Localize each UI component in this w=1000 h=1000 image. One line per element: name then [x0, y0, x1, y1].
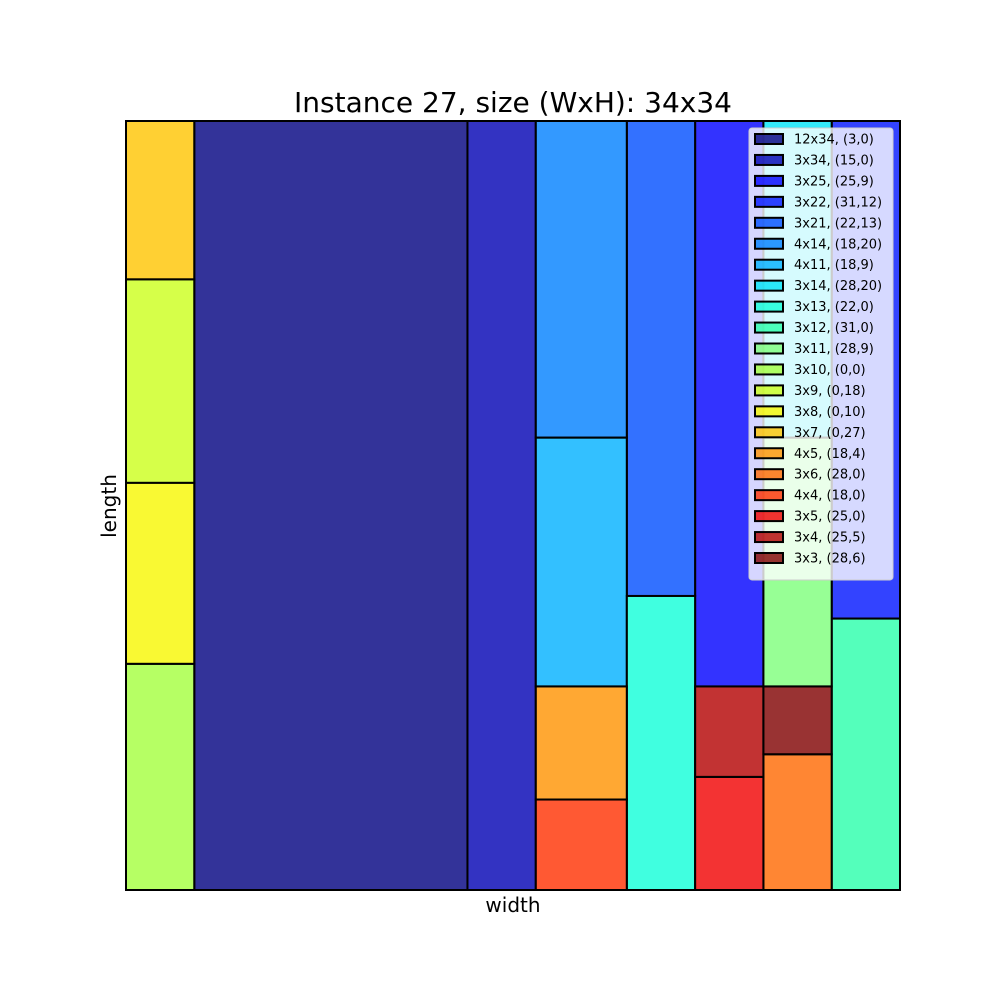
rect-3x3-28-6: [762, 685, 833, 756]
legend-swatch-3x9-0-18: [754, 384, 784, 397]
legend-swatch-3x3-28-6: [754, 552, 784, 564]
rect-3x10-0-0: [125, 662, 196, 892]
rect-12x34-3-0: [193, 120, 469, 891]
legend-label-3x10-0-0: 3x10, (0,0): [794, 363, 866, 378]
legend-swatch-3x4-25-5: [754, 531, 784, 544]
rect-3x8-0-10: [125, 481, 196, 665]
legend-label-3x12-31-0: 3x12, (31,0): [794, 321, 874, 336]
legend-box: [748, 127, 894, 581]
legend-swatch-3x6-28-0: [754, 468, 784, 481]
legend-label-3x14-28-20: 3x14, (28,20): [794, 279, 882, 294]
legend-swatch-3x34-15-0: [754, 153, 784, 166]
legend-label-3x11-28-9: 3x11, (28,9): [794, 342, 874, 357]
rect-4x4-18-0: [534, 798, 628, 892]
legend-swatch-3x8-0-10: [754, 405, 784, 418]
legend-label-3x8-0-10: 3x8, (0,10): [794, 405, 866, 420]
legend-swatch-12x34-3-0: [754, 133, 784, 145]
legend-swatch-4x11-18-9: [754, 258, 784, 271]
legend-label-3x7-0-27: 3x7, (0,27): [794, 426, 866, 441]
legend-swatch-4x5-18-4: [754, 447, 784, 460]
legend-swatch-4x4-18-0: [754, 489, 784, 502]
chart-title: Instance 27, size (WxH): 34x34: [294, 86, 732, 119]
legend-swatch-3x21-22-13: [754, 216, 784, 229]
legend-swatch-3x12-31-0: [754, 321, 784, 334]
legend-label-3x5-25-0: 3x5, (25,0): [794, 510, 866, 525]
legend-label-4x11-18-9: 4x11, (18,9): [794, 258, 874, 273]
rect-4x14-18-20: [534, 120, 628, 439]
legend-label-3x13-22-0: 3x13, (22,0): [794, 300, 874, 315]
rect-3x5-25-0: [694, 775, 765, 891]
legend-swatch-3x25-25-9: [754, 174, 784, 187]
legend-label-4x4-18-0: 4x4, (18,0): [794, 489, 866, 504]
plot-frame: [125, 120, 901, 891]
legend-label-3x4-25-5: 3x4, (25,5): [794, 531, 866, 546]
legend-swatch-4x14-18-20: [754, 237, 784, 250]
legend-label-4x14-18-20: 4x14, (18,20): [794, 237, 882, 252]
rect-3x13-22-0: [625, 594, 697, 891]
rect-3x6-28-0: [762, 753, 833, 892]
rect-3x12-31-0: [830, 617, 901, 892]
legend: 12x34, (3,0) 3x34, (15,0) 3x25, (25,9) 3x22…: [748, 127, 894, 581]
legend-swatch-3x10-0-0: [754, 363, 784, 376]
rect-3x4-25-5: [694, 685, 765, 778]
x-axis-label: width: [485, 893, 540, 917]
legend-label-3x9-0-18: 3x9, (0,18): [794, 384, 866, 399]
legend-swatch-3x5-25-0: [754, 510, 784, 523]
rect-4x5-18-4: [534, 685, 628, 801]
legend-label-12x34-3-0: 12x34, (3,0): [794, 133, 874, 148]
rect-3x34-15-0: [466, 120, 537, 891]
legend-label-3x21-22-13: 3x21, (22,13): [794, 216, 882, 231]
legend-label-3x3-28-6: 3x3, (28,6): [794, 552, 866, 567]
rect-3x21-22-13: [625, 120, 697, 597]
legend-label-3x6-28-0: 3x6, (28,0): [794, 468, 866, 483]
legend-swatch-3x11-28-9: [754, 342, 784, 355]
legend-label-4x5-18-4: 4x5, (18,4): [794, 447, 866, 462]
legend-label-3x34-15-0: 3x34, (15,0): [794, 153, 874, 168]
y-axis-label: length: [97, 474, 121, 538]
rect-3x9-0-18: [125, 278, 196, 484]
legend-swatch-3x13-22-0: [754, 300, 784, 313]
rect-4x11-18-9: [534, 436, 628, 688]
legend-swatch-3x14-28-20: [754, 279, 784, 292]
rect-3x7-0-27: [125, 120, 196, 281]
legend-swatch-3x22-31-12: [754, 195, 784, 208]
legend-label-3x25-25-9: 3x25, (25,9): [794, 174, 874, 189]
legend-label-3x22-31-12: 3x22, (31,12): [794, 195, 882, 210]
legend-swatch-3x7-0-27: [754, 426, 784, 439]
